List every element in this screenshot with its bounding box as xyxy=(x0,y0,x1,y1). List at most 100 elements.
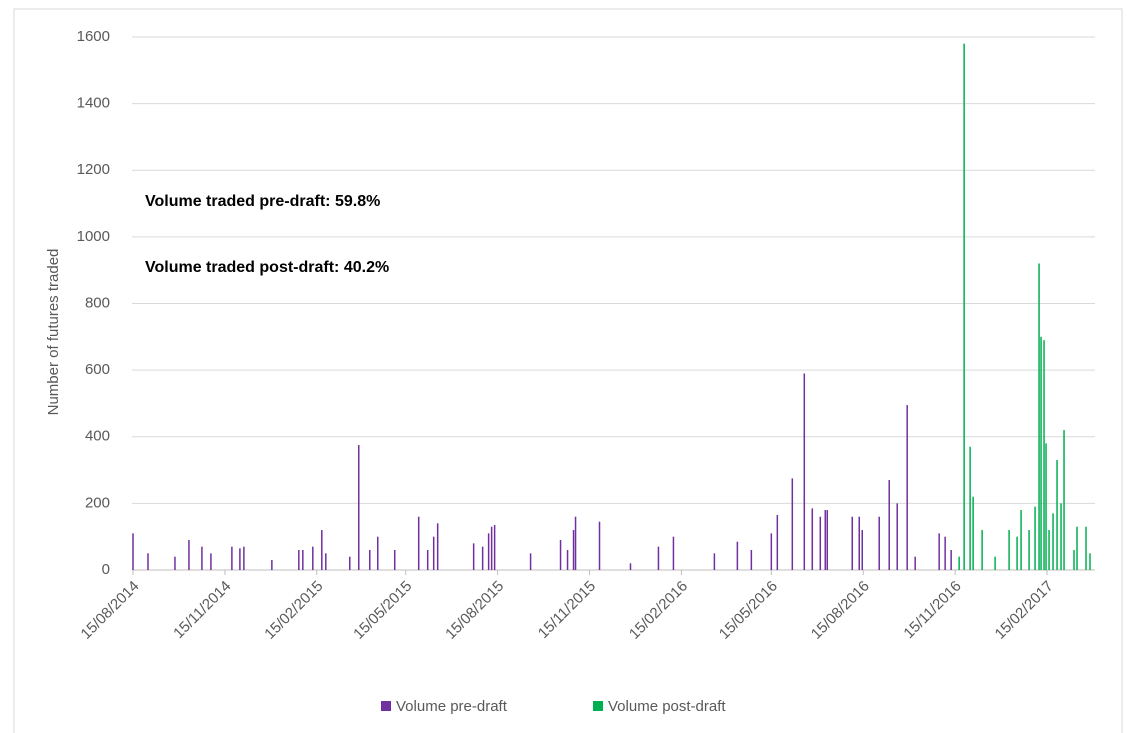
bar xyxy=(321,530,323,570)
bar xyxy=(1020,510,1022,570)
bar xyxy=(1016,536,1018,570)
legend-label: Volume post-draft xyxy=(608,698,726,715)
bar xyxy=(243,546,245,570)
bar xyxy=(376,536,379,570)
bar xyxy=(147,553,149,570)
x-tick-label: 15/05/2015 xyxy=(350,578,415,643)
x-tick-label: 15/11/2016 xyxy=(900,578,964,642)
bar xyxy=(791,478,794,570)
bar xyxy=(1089,553,1091,570)
bar xyxy=(629,563,632,570)
bar xyxy=(298,550,300,570)
bar xyxy=(349,556,351,570)
bar xyxy=(1085,526,1087,570)
bar xyxy=(432,536,435,570)
bar xyxy=(1040,336,1042,570)
bar xyxy=(1048,530,1050,570)
bar xyxy=(572,530,575,570)
bar xyxy=(944,536,946,570)
bar xyxy=(231,546,233,570)
bar xyxy=(826,510,829,570)
legend-label: Volume pre-draft xyxy=(396,698,508,715)
bar xyxy=(878,516,880,570)
bar xyxy=(1038,263,1040,570)
bar xyxy=(529,553,532,570)
bar xyxy=(174,556,176,570)
y-tick-label: 1000 xyxy=(77,228,110,245)
bar xyxy=(369,550,371,570)
y-tick-label: 200 xyxy=(85,494,110,511)
bar xyxy=(972,496,974,570)
bar xyxy=(819,516,822,570)
bar xyxy=(472,543,475,570)
bar xyxy=(436,523,439,570)
bar xyxy=(302,550,304,570)
y-tick-label: 600 xyxy=(85,361,110,378)
bar xyxy=(574,516,577,570)
y-tick-label: 800 xyxy=(85,294,110,311)
chart-frame xyxy=(13,8,1123,733)
bar xyxy=(906,405,908,570)
bar xyxy=(559,540,562,570)
bar xyxy=(994,556,996,570)
bar xyxy=(851,516,854,570)
bar xyxy=(188,540,190,570)
bar xyxy=(803,373,806,570)
bar xyxy=(481,546,484,570)
bar xyxy=(312,546,314,570)
x-tick-label: 15/08/2016 xyxy=(808,578,873,643)
bar xyxy=(811,508,814,570)
bar xyxy=(938,533,940,570)
bar xyxy=(201,546,203,570)
y-tick-label: 1400 xyxy=(77,95,110,112)
bar xyxy=(736,541,739,570)
bar xyxy=(861,530,863,570)
bar xyxy=(210,553,212,570)
bar xyxy=(271,560,273,570)
bar xyxy=(713,553,716,570)
y-tick-label: 0 xyxy=(102,561,110,578)
bar xyxy=(358,445,360,570)
bar xyxy=(132,533,134,570)
y-tick-label: 1600 xyxy=(77,28,110,45)
bar xyxy=(239,548,241,570)
annotation: Volume traded pre-draft: 59.8% xyxy=(145,193,380,210)
bar xyxy=(1045,443,1047,570)
bar xyxy=(1052,513,1054,570)
y-tick-label: 1200 xyxy=(77,161,110,178)
bar xyxy=(1056,460,1058,570)
bar xyxy=(1034,506,1036,570)
x-tick-label: 15/02/2015 xyxy=(261,578,326,643)
legend-swatch xyxy=(381,701,391,711)
bar xyxy=(888,480,890,570)
bar xyxy=(969,446,971,570)
y-axis-label: Number of futures traded xyxy=(45,249,62,416)
bar xyxy=(750,550,753,570)
annotation: Volume traded post-draft: 40.2% xyxy=(145,259,389,276)
bar xyxy=(657,546,660,570)
bar xyxy=(896,503,898,570)
bar xyxy=(950,550,952,570)
bar xyxy=(1028,530,1030,570)
bar xyxy=(426,550,429,570)
bar xyxy=(776,515,779,570)
bar xyxy=(1060,503,1062,570)
bar xyxy=(914,556,916,570)
bar xyxy=(417,516,420,570)
x-tick-label: 15/11/2015 xyxy=(535,578,599,642)
x-tick-label: 15/02/2017 xyxy=(992,578,1057,643)
bar xyxy=(858,516,860,570)
y-tick-label: 400 xyxy=(85,428,110,445)
bar xyxy=(1008,530,1010,570)
bar xyxy=(958,556,960,570)
bar xyxy=(487,533,490,570)
x-tick-label: 15/08/2015 xyxy=(442,578,507,643)
x-tick-label: 15/11/2014 xyxy=(170,578,234,642)
bar xyxy=(770,533,773,570)
bar xyxy=(963,43,965,571)
bar xyxy=(1076,526,1078,570)
bar xyxy=(393,550,396,570)
bar xyxy=(672,536,675,570)
bar xyxy=(493,525,496,570)
